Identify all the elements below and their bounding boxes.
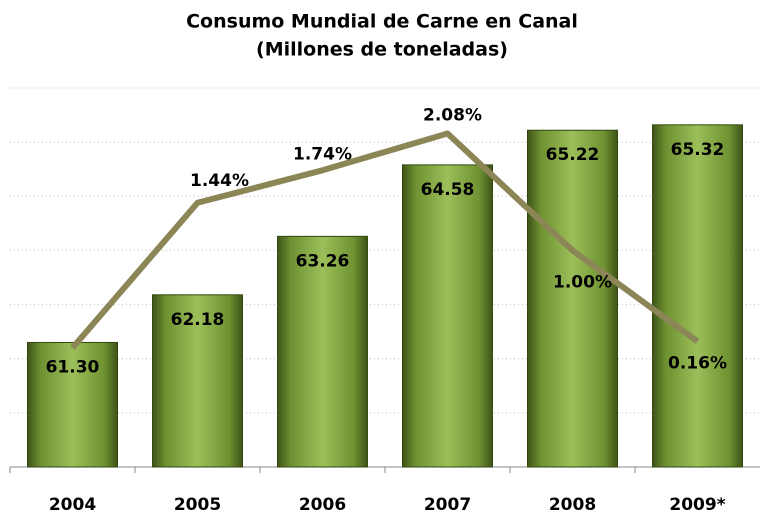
- bar: [27, 341, 118, 468]
- bar-value-label: 65.22: [546, 145, 600, 165]
- bar-value-label: 64.58: [421, 180, 475, 200]
- chart-title: Consumo Mundial de Carne en Canal: [186, 11, 578, 33]
- bar-value-label: 62.18: [171, 310, 225, 330]
- x-tick-label: 2008: [549, 495, 596, 515]
- bar: [527, 129, 618, 468]
- bar: [652, 124, 743, 468]
- growth-line: [70, 130, 700, 350]
- line-value-label: 1.44%: [190, 171, 249, 191]
- x-tick-label: 2006: [299, 495, 346, 515]
- line-value-label: 1.00%: [553, 272, 612, 292]
- bar: [277, 235, 368, 468]
- line-value-label: 1.74%: [293, 144, 352, 164]
- x-tick-label: 2007: [424, 495, 471, 515]
- line-value-label: 0.16%: [668, 353, 727, 373]
- x-tick-label: 2005: [174, 495, 221, 515]
- bar-value-label: 65.32: [671, 140, 725, 160]
- bar-value-label: 61.30: [46, 357, 100, 377]
- x-tick-label: 2004: [49, 495, 96, 515]
- chart-subtitle: (Millones de toneladas): [256, 39, 508, 61]
- line-value-label: 2.08%: [423, 105, 482, 125]
- x-tick-label: 2009*: [669, 495, 725, 515]
- bar: [402, 164, 493, 468]
- bar-value-label: 63.26: [296, 251, 350, 271]
- bar: [152, 294, 243, 468]
